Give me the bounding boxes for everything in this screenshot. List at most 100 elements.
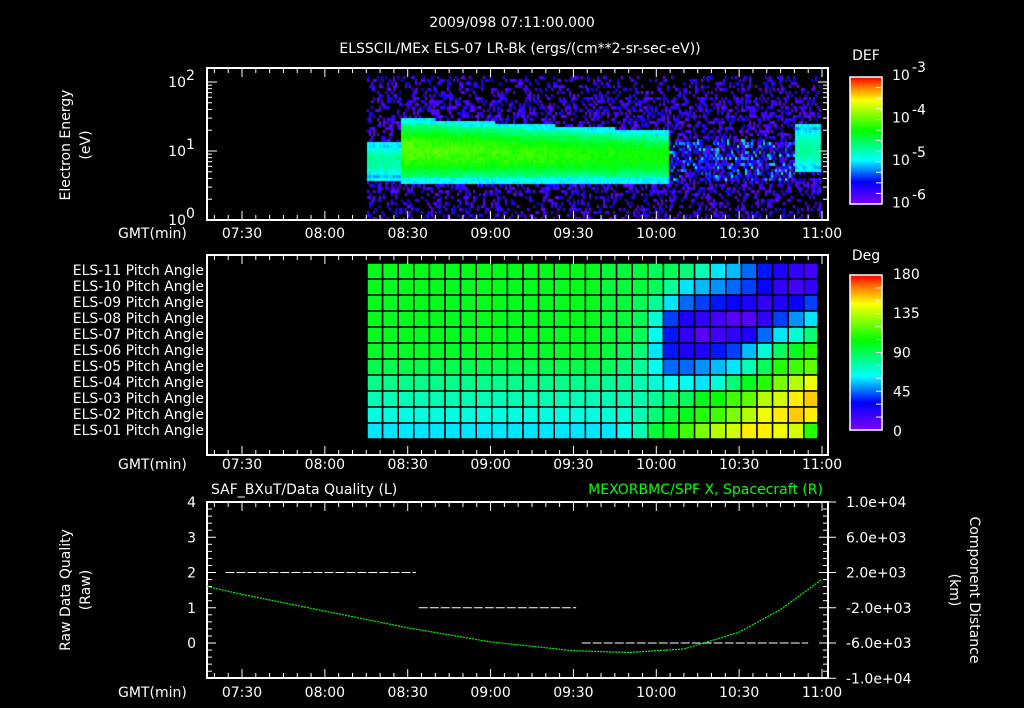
pitch-angle-cell <box>459 262 477 280</box>
deg-colorbar-gradient <box>850 334 882 336</box>
pitch-angle-cell <box>366 374 384 392</box>
pitch-angle-cell <box>725 358 743 376</box>
energy-tick-label: 10 <box>168 144 186 160</box>
time-tick-label: 11:00 <box>802 457 842 473</box>
pitch-angle-cell <box>693 310 711 328</box>
deg-colorbar-gradient <box>850 348 882 350</box>
def-colorbar-gradient <box>850 81 882 83</box>
pitch-angle-cell <box>709 294 727 312</box>
pitch-angle-cell <box>662 374 680 392</box>
deg-colorbar-gradient <box>850 384 882 386</box>
def-colorbar-gradient <box>850 197 882 199</box>
pitch-angle-cell <box>381 406 399 424</box>
deg-colorbar-gradient <box>850 388 882 390</box>
deg-colorbar-gradient <box>850 347 882 349</box>
def-colorbar-gradient <box>850 82 882 84</box>
pitch-angle-cell <box>366 358 384 376</box>
deg-colorbar-gradient <box>850 326 882 328</box>
quality-axis-label: Raw Data Quality <box>58 529 74 651</box>
pitch-angle-cell <box>662 326 680 344</box>
plot-title: 2009/098 07:11:00.000 <box>429 15 595 31</box>
deg-colorbar-gradient <box>850 383 882 385</box>
pitch-angle-cell <box>787 278 805 296</box>
deg-colorbar-gradient <box>850 398 882 400</box>
pitch-angle-cell <box>522 342 540 360</box>
pitch-angle-cell <box>662 406 680 424</box>
pitch-angle-cell <box>600 390 618 408</box>
deg-colorbar-gradient <box>850 412 882 414</box>
deg-colorbar-gradient <box>850 293 882 295</box>
pitch-angle-cell <box>787 310 805 328</box>
pitch-angle-cell <box>444 310 462 328</box>
def-colorbar-gradient <box>850 166 882 168</box>
pitch-angle-cell <box>615 390 633 408</box>
time-tick-label: 11:00 <box>802 685 842 701</box>
deg-colorbar-gradient <box>850 351 882 353</box>
pitch-angle-cell <box>740 262 758 280</box>
def-colorbar-gradient <box>850 169 882 171</box>
pitch-angle-cell <box>444 326 462 344</box>
energy-tick-exponent: 1 <box>186 137 195 153</box>
pitch-angle-cell <box>647 342 665 360</box>
pitch-angle-cell <box>740 390 758 408</box>
pitch-angle-cell <box>740 310 758 328</box>
pitch-angle-cell <box>584 342 602 360</box>
pitch-angle-cell <box>537 406 555 424</box>
gmt-label: GMT(min) <box>118 685 187 701</box>
pitch-angle-cell <box>693 390 711 408</box>
pitch-angle-cell <box>491 422 509 440</box>
def-colorbar-gradient <box>850 105 882 107</box>
pitch-angle-cell <box>647 310 665 328</box>
pitch-angle-cell <box>381 326 399 344</box>
def-colorbar-gradient <box>850 128 882 130</box>
pitch-angle-cell <box>615 342 633 360</box>
pitch-angle-cell <box>428 326 446 344</box>
pitch-angle-cell <box>771 374 789 392</box>
deg-colorbar-gradient <box>850 365 882 367</box>
pitch-angle-cell <box>678 374 696 392</box>
pitch-angle-cell <box>693 342 711 360</box>
pitch-angle-cell <box>615 374 633 392</box>
deg-colorbar-gradient <box>850 316 882 318</box>
def-colorbar-gradient <box>850 191 882 193</box>
def-colorbar-gradient <box>850 200 882 202</box>
pitch-angle-cell <box>413 262 431 280</box>
pitch-angle-cell <box>740 278 758 296</box>
deg-colorbar-gradient <box>850 356 882 358</box>
pitch-angle-cell <box>647 358 665 376</box>
pitch-angle-cell <box>459 294 477 312</box>
deg-colorbar-gradient <box>850 276 882 278</box>
def-colorbar-gradient <box>850 183 882 185</box>
def-colorbar-gradient <box>850 182 882 184</box>
pitch-angle-cell <box>397 326 415 344</box>
pitch-angle-cell <box>413 358 431 376</box>
pitch-angle-cell <box>428 342 446 360</box>
pitch-angle-cell <box>787 374 805 392</box>
pitch-angle-cell <box>428 422 446 440</box>
energy-tick-label: 10 <box>168 213 186 229</box>
pitch-angle-cell <box>537 374 555 392</box>
def-colorbar-gradient <box>850 174 882 176</box>
deg-colorbar-gradient <box>850 369 882 371</box>
deg-colorbar-gradient <box>850 287 882 289</box>
deg-colorbar-gradient <box>850 313 882 315</box>
deg-colorbar-gradient <box>850 338 882 340</box>
pitch-angle-cell <box>615 358 633 376</box>
deg-colorbar-gradient <box>850 414 882 416</box>
deg-colorbar-gradient <box>850 419 882 421</box>
def-colorbar-gradient <box>850 152 882 154</box>
deg-colorbar-gradient <box>850 410 882 412</box>
pitch-angle-cell <box>787 390 805 408</box>
pitch-angle-cell <box>756 406 774 424</box>
pitch-angle-cell <box>444 390 462 408</box>
pitch-angle-cell <box>428 406 446 424</box>
pitch-angle-cell <box>725 342 743 360</box>
def-colorbar-gradient <box>850 129 882 131</box>
def-colorbar-gradient <box>850 130 882 132</box>
pitch-angle-cell <box>413 278 431 296</box>
deg-colorbar-gradient <box>850 358 882 360</box>
pitch-angle-cell <box>522 310 540 328</box>
pitch-angle-cell <box>397 390 415 408</box>
deg-colorbar-label: 90 <box>893 345 911 361</box>
def-colorbar-gradient <box>850 124 882 126</box>
